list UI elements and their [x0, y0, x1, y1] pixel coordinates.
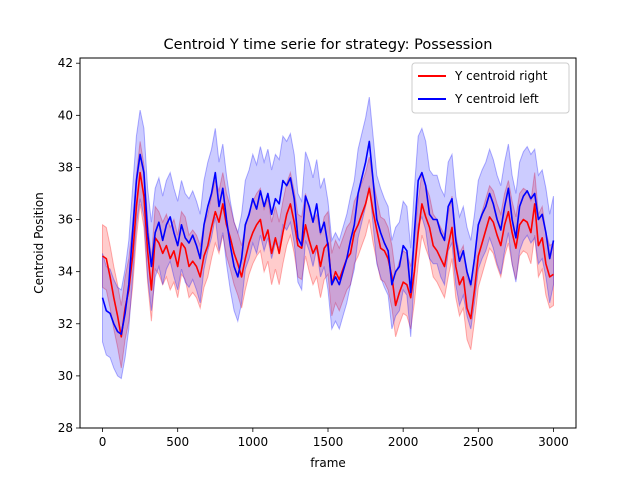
y-tick-label: 28	[58, 421, 73, 435]
series-1-line	[101, 140, 555, 336]
x-axis-label: frame	[310, 456, 346, 470]
x-tick-label: 1000	[238, 435, 269, 449]
x-tick-label: 2500	[463, 435, 494, 449]
y-tick-label: 42	[58, 56, 73, 70]
x-tick-label: 2000	[388, 435, 419, 449]
legend: Y centroid right Y centroid left	[411, 62, 570, 114]
x-tick-label: 1500	[313, 435, 344, 449]
confidence-bands	[102, 97, 554, 380]
series-0-band	[102, 141, 554, 369]
legend-label-0: Y centroid right	[454, 69, 548, 83]
y-tick-label: 40	[58, 108, 73, 122]
y-tick-label: 38	[58, 160, 73, 174]
legend-label-1: Y centroid left	[454, 92, 539, 106]
x-axis-ticks: 0 500 1000 1500 2000 2500 3000	[99, 428, 569, 449]
y-axis-label: Centroid Position	[32, 192, 46, 294]
series-1-band	[102, 97, 554, 380]
x-tick-label: 500	[166, 435, 189, 449]
y-tick-label: 32	[58, 317, 73, 331]
series-lines	[101, 140, 555, 338]
legend-box	[411, 62, 570, 114]
y-tick-label: 34	[58, 265, 73, 279]
x-tick-label: 3000	[538, 435, 569, 449]
chart-title: Centroid Y time serie for strategy: Poss…	[164, 37, 493, 53]
y-tick-label: 30	[58, 369, 73, 383]
y-tick-label: 36	[58, 213, 73, 227]
x-tick-label: 0	[99, 435, 107, 449]
y-axis-ticks: 28 30 32 34 36 38 40 42	[58, 56, 80, 435]
